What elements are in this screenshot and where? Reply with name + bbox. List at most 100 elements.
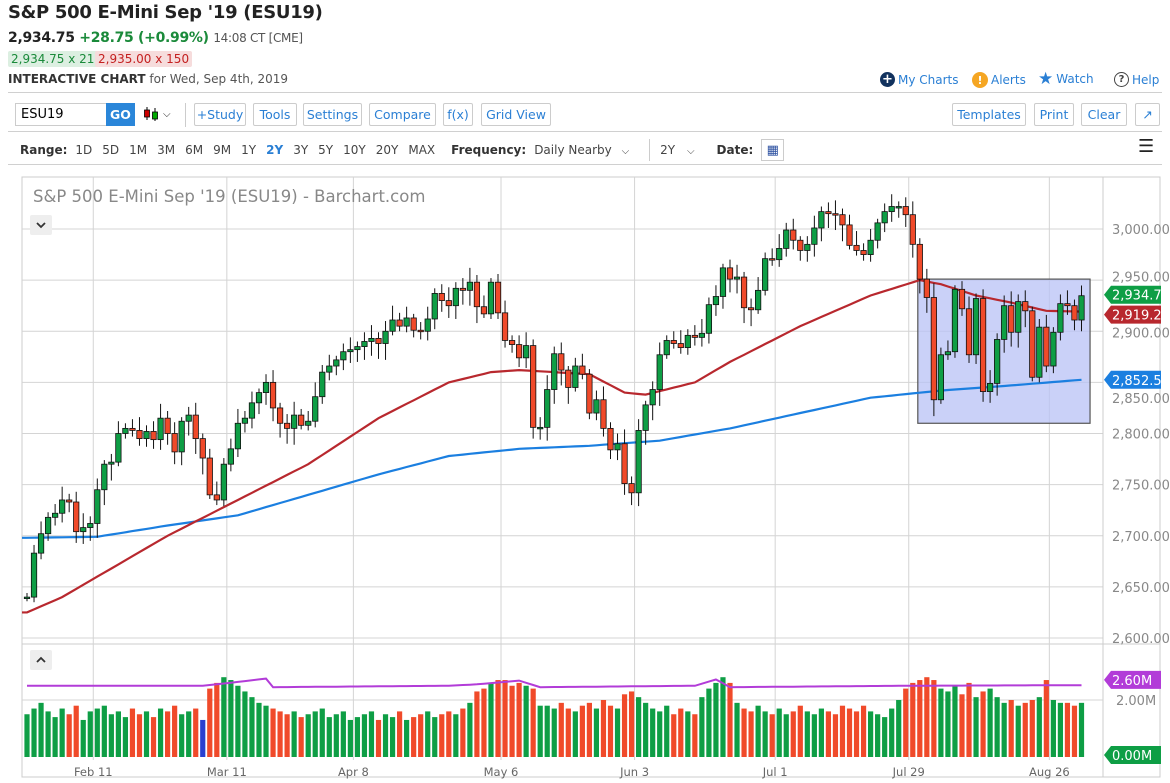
alert-icon: ! (972, 72, 988, 88)
divider (649, 139, 651, 161)
period-value: 2Y (660, 143, 676, 157)
range-2y[interactable]: 2Y (266, 143, 284, 157)
candle (677, 330, 684, 354)
candle-body (115, 433, 122, 463)
range-1m[interactable]: 1M (129, 143, 148, 157)
range-1y[interactable]: 1Y (241, 143, 257, 157)
volume-bar (396, 711, 403, 757)
candle (825, 202, 832, 228)
range-5d[interactable]: 5D (102, 143, 120, 157)
candle-body (705, 304, 713, 334)
symbol-input[interactable] (15, 103, 107, 126)
alerts-link[interactable]: ! Alerts (972, 72, 1026, 88)
candle-body (192, 414, 199, 440)
candle-body (733, 276, 741, 280)
candle-body (431, 293, 438, 320)
candle (52, 504, 59, 526)
candle-body (269, 381, 277, 409)
tools-button[interactable]: Tools (253, 103, 297, 126)
candle (530, 339, 537, 439)
range-1d[interactable]: 1D (75, 143, 93, 157)
price-chart[interactable]: 3,000.00 2,950.00 2,900.00 2,850.00 2,800.00… (0, 170, 1170, 783)
range-3y[interactable]: 3Y (293, 143, 309, 157)
volume-bar (495, 680, 501, 757)
volume-bar (811, 714, 817, 757)
watch-link[interactable]: ★ Watch (1038, 71, 1094, 88)
fx-button[interactable]: f(x) (443, 103, 473, 126)
go-button[interactable]: GO (106, 103, 135, 126)
candle (551, 346, 558, 404)
my-charts-link[interactable]: + My Charts (880, 72, 959, 87)
range-20y[interactable]: 20Y (375, 143, 399, 157)
study-button[interactable]: +Study (194, 103, 246, 126)
volume-bar (312, 711, 318, 757)
candle (1029, 306, 1036, 382)
volume-bar (502, 680, 508, 757)
volume-bar (987, 688, 993, 757)
candle (1043, 314, 1050, 373)
volume-bar (24, 714, 30, 757)
frequency-dropdown[interactable]: Daily Nearby ⌵ (534, 143, 629, 157)
volume-bar (1022, 702, 1028, 757)
volume-bar (129, 708, 136, 757)
candle (783, 222, 790, 257)
candle-body (853, 244, 860, 251)
volume-bar (973, 697, 979, 757)
templates-button[interactable]: Templates (952, 103, 1026, 126)
settings-button[interactable]: Settings (303, 103, 362, 126)
candle-body (298, 414, 305, 426)
range-10y[interactable]: 10Y (343, 143, 366, 157)
y-tick-label: 2,850.00 (1112, 392, 1170, 407)
candle (937, 347, 945, 404)
candle (241, 411, 249, 433)
candle (417, 322, 424, 340)
help-link[interactable]: ? Help (1114, 72, 1159, 87)
print-button[interactable]: Print (1034, 103, 1074, 126)
collapse-price-button[interactable] (30, 215, 52, 235)
candle (333, 355, 340, 376)
candle-body (262, 381, 270, 394)
ma50-badge-text: 2,919.22 (1112, 309, 1170, 324)
candle (832, 200, 839, 231)
range-6m[interactable]: 6M (185, 143, 204, 157)
candle-body (122, 427, 129, 434)
collapse-volume-button[interactable] (30, 650, 52, 670)
chart-type-dropdown[interactable]: ⌵ (142, 106, 171, 122)
volume-bar (347, 719, 353, 757)
candle (494, 273, 502, 319)
volume-bar (636, 697, 642, 757)
volume-bar (558, 702, 564, 757)
ma50-badge: 2,919.22 (1104, 305, 1170, 324)
range-5y[interactable]: 5Y (318, 143, 334, 157)
candle-body (23, 596, 31, 600)
range-max[interactable]: MAX (408, 143, 436, 157)
compare-button[interactable]: Compare (369, 103, 436, 126)
help-label: Help (1132, 72, 1160, 87)
candle-body (213, 494, 220, 501)
volume-bar (354, 717, 361, 757)
candle (979, 289, 987, 402)
candle-body (740, 276, 748, 309)
calendar-button[interactable]: ▦ (761, 139, 785, 161)
candle (544, 375, 551, 441)
volume-bar (734, 702, 740, 757)
grid-view-button[interactable]: Grid View (481, 103, 551, 126)
candle (930, 283, 937, 417)
divider (8, 164, 1162, 165)
candle (227, 438, 234, 472)
candle (501, 300, 509, 348)
volume-zero-badge: 0.00M (1104, 746, 1161, 764)
period-dropdown[interactable]: 2Y ⌵ (660, 143, 694, 157)
range-9m[interactable]: 9M (213, 143, 232, 157)
candle-body (846, 224, 853, 246)
clear-button[interactable]: Clear (1081, 103, 1127, 126)
expand-button[interactable]: ↗ (1135, 103, 1160, 126)
range-3m[interactable]: 3M (157, 143, 176, 157)
candle (691, 325, 698, 346)
volume-bar (699, 697, 705, 757)
menu-icon[interactable]: ☰ (1138, 136, 1155, 157)
volume-bar (783, 714, 789, 757)
candle-body (66, 499, 73, 503)
volume-bar (755, 705, 761, 757)
candle-body (839, 214, 846, 226)
